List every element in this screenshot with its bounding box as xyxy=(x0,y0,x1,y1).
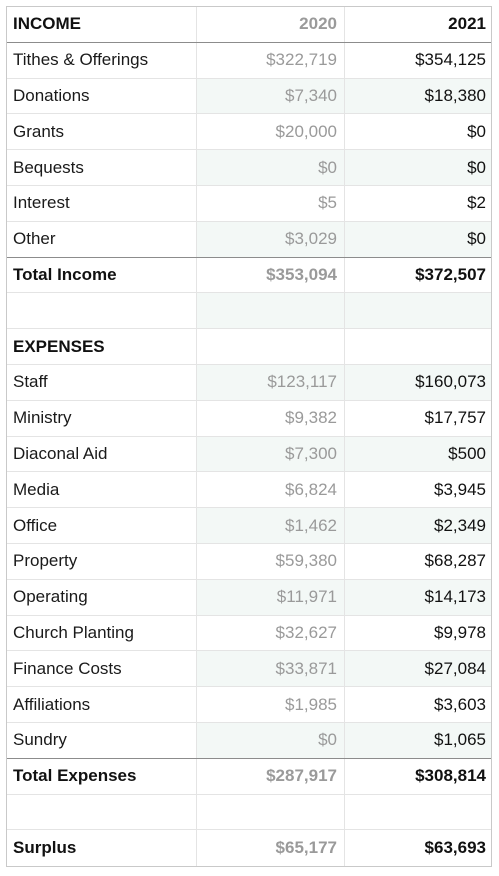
row-label: Operating xyxy=(7,579,197,615)
income-header-row: INCOME 2020 2021 xyxy=(7,7,491,43)
value-2020: $353,094 xyxy=(197,257,345,293)
value-2020: $6,824 xyxy=(197,472,345,508)
row-label: Bequests xyxy=(7,150,197,185)
row-label: Media xyxy=(7,472,197,508)
value-2021: $500 xyxy=(345,436,491,472)
table-row: Ministry $9,382 $17,757 xyxy=(7,400,491,437)
spacer-row xyxy=(7,794,491,831)
table-row: Staff $123,117 $160,073 xyxy=(7,364,491,401)
value-2020: $322,719 xyxy=(197,42,345,78)
row-label: Surplus xyxy=(7,830,197,867)
value-2020: $287,917 xyxy=(197,758,345,794)
value-2020: $9,382 xyxy=(197,400,345,436)
value-2021: $68,287 xyxy=(424,551,486,571)
value-2021: $160,073 xyxy=(345,364,491,400)
row-label: Office xyxy=(7,508,197,543)
year-2021-header: 2021 xyxy=(448,14,486,34)
table-row: Property $59,380 $68,287 xyxy=(7,543,491,580)
value-2021: $372,507 xyxy=(415,264,486,284)
value-2020: $7,300 xyxy=(197,436,345,472)
row-label: Interest xyxy=(7,185,197,221)
row-label: Staff xyxy=(7,364,197,400)
value-2020: $11,971 xyxy=(197,579,345,615)
value-2020: $1,462 xyxy=(197,508,345,543)
value-2021: $0 xyxy=(345,221,491,257)
row-label: Church Planting xyxy=(7,615,197,651)
row-label: Grants xyxy=(7,114,197,150)
value-2021: $1,065 xyxy=(345,722,491,758)
value-2021: $0 xyxy=(345,150,491,185)
surplus-row: Surplus $65,177 $63,693 xyxy=(7,830,491,867)
year-2020-header: 2020 xyxy=(197,7,345,42)
value-2020: $5 xyxy=(197,185,345,221)
row-label: Donations xyxy=(7,78,197,114)
value-2021: $354,125 xyxy=(415,50,486,70)
table-row: Media $6,824 $3,945 xyxy=(7,472,491,509)
total-expenses-row: Total Expenses $287,917 $308,814 xyxy=(7,758,491,795)
spacer-row xyxy=(7,293,491,330)
table-row: Interest $5 $2 xyxy=(7,185,491,222)
row-label: Sundry xyxy=(7,722,197,758)
value-2020: $59,380 xyxy=(197,543,345,579)
row-label: Total Expenses xyxy=(7,758,197,794)
value-2020: $0 xyxy=(197,722,345,758)
table-row: Operating $11,971 $14,173 xyxy=(7,579,491,616)
table-row: Church Planting $32,627 $9,978 xyxy=(7,615,491,652)
value-2020: $123,117 xyxy=(197,364,345,400)
value-2020: $3,029 xyxy=(197,221,345,257)
row-label: Other xyxy=(7,221,197,257)
table-row: Donations $7,340 $18,380 xyxy=(7,78,491,115)
value-2021: $3,945 xyxy=(434,479,486,499)
value-2020: $1,985 xyxy=(197,687,345,722)
value-2021: $3,603 xyxy=(434,694,486,714)
value-2021: $2,349 xyxy=(345,508,491,543)
row-label: Diaconal Aid xyxy=(7,436,197,472)
table-row: Tithes & Offerings $322,719 $354,125 xyxy=(7,42,491,79)
table-row: Bequests $0 $0 xyxy=(7,150,491,186)
value-2020: $33,871 xyxy=(197,651,345,687)
total-income-row: Total Income $353,094 $372,507 xyxy=(7,257,491,294)
value-2021: $308,814 xyxy=(415,766,486,786)
row-label: Affiliations xyxy=(7,687,197,722)
table-row: Diaconal Aid $7,300 $500 xyxy=(7,436,491,473)
income-header-label: INCOME xyxy=(7,7,197,42)
value-2020: $65,177 xyxy=(197,830,345,867)
value-2021: $14,173 xyxy=(345,579,491,615)
row-label: Total Income xyxy=(7,257,197,293)
expenses-header-label: EXPENSES xyxy=(7,329,197,364)
table-row: Finance Costs $33,871 $27,084 xyxy=(7,651,491,688)
value-2021: $0 xyxy=(467,121,486,141)
financial-table: INCOME 2020 2021 Tithes & Offerings $322… xyxy=(6,6,492,868)
row-label: Tithes & Offerings xyxy=(7,42,197,78)
value-2021: $18,380 xyxy=(345,78,491,114)
value-2021: $17,757 xyxy=(424,408,486,428)
expenses-header-row: EXPENSES xyxy=(7,329,491,365)
table-row: Other $3,029 $0 xyxy=(7,221,491,258)
value-2021: $9,978 xyxy=(434,622,486,642)
value-2021: $2 xyxy=(467,193,486,213)
table-row: Grants $20,000 $0 xyxy=(7,114,491,151)
value-2020: $32,627 xyxy=(197,615,345,651)
value-2020: $0 xyxy=(197,150,345,185)
table-row: Sundry $0 $1,065 xyxy=(7,722,491,759)
row-label: Ministry xyxy=(7,400,197,436)
value-2020: $20,000 xyxy=(197,114,345,150)
value-2020: $7,340 xyxy=(197,78,345,114)
value-2021: $27,084 xyxy=(345,651,491,687)
table-row: Affiliations $1,985 $3,603 xyxy=(7,687,491,723)
row-label: Finance Costs xyxy=(7,651,197,687)
value-2021: $63,693 xyxy=(424,838,486,858)
row-label: Property xyxy=(7,543,197,579)
table-row: Office $1,462 $2,349 xyxy=(7,508,491,544)
